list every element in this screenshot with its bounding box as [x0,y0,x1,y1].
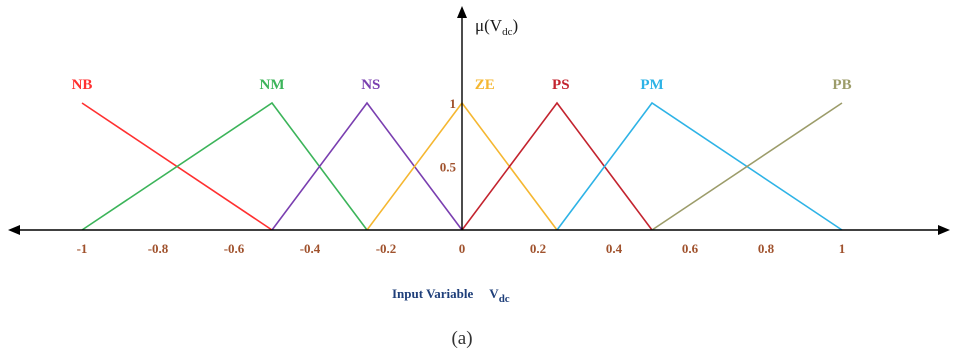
series-label-nm: NM [260,77,285,93]
x-tick-label: 0.6 [682,241,699,256]
x-axis-title: Input Variable Vdc [392,286,510,305]
x-tick-label: 0 [459,241,466,256]
y-tick-label: 1 [450,96,457,111]
series-line-pm [556,101,843,231]
series-label-nb: NB [72,77,93,93]
series-line-nm [81,101,368,231]
x-tick-label: 1 [839,241,846,256]
series-label-pb: PB [832,77,851,93]
x-axis-arrow-left [8,225,20,235]
x-tick-label: -1 [77,241,88,256]
x-tick-label: -0.2 [376,241,397,256]
y-axis-label: μ(Vdc) [475,16,518,38]
series-label-pm: PM [640,77,663,93]
x-tick-label: 0.4 [606,241,623,256]
series-line-ns [271,101,463,231]
x-tick-label: -0.8 [148,241,169,256]
x-tick-label: -0.6 [224,241,245,256]
series-label-ps: PS [552,77,570,93]
y-axis-arrow [457,6,467,18]
series-line-pb [651,102,843,231]
labels: NB NM NS ZE PS PM PB -1 -0.8 -0.6 -0.4 -0.2 0 0.2 0.4 0… [72,77,852,256]
axes [8,6,950,235]
x-tick-label: 0.2 [530,241,546,256]
x-tick-label: 0.8 [758,241,775,256]
x-tick-label: -0.4 [300,241,321,256]
series-line-ps [461,101,653,231]
series-label-ns: NS [361,77,380,93]
x-axis-arrow-right [938,225,950,235]
series-label-ze: ZE [475,77,495,93]
membership-lines [81,101,843,231]
figure-caption: (a) [451,328,472,349]
y-tick-label: 0.5 [440,160,457,175]
